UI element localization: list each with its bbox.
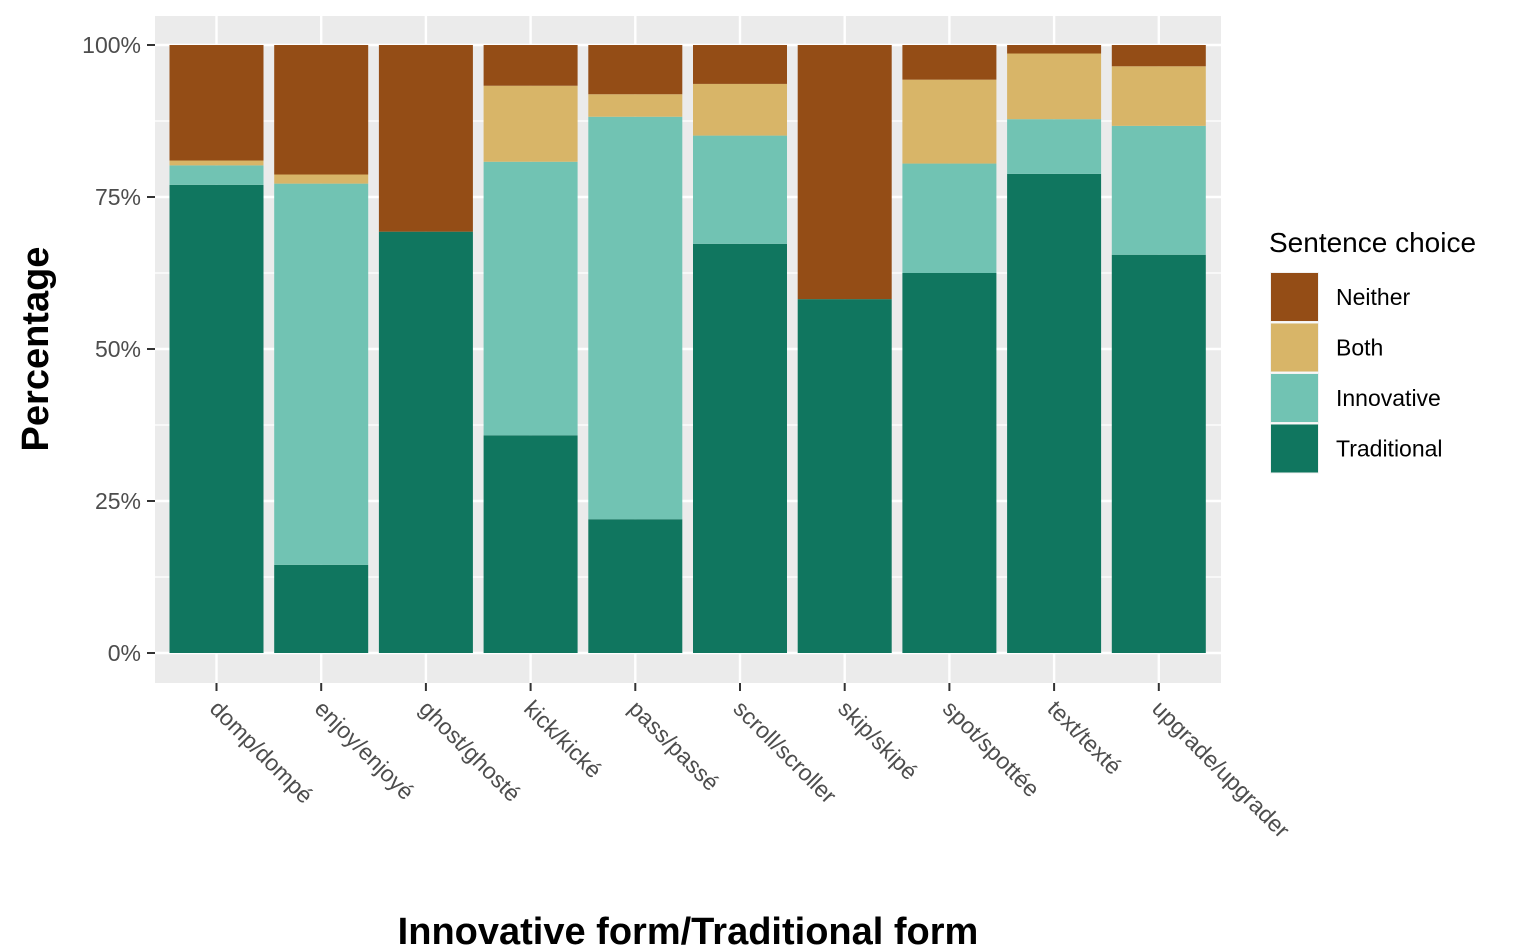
bar-segment-traditional <box>483 435 578 653</box>
bar-segment-both <box>588 94 683 117</box>
x-tick-label: domp/dompé <box>205 695 318 808</box>
bar-segment-both <box>169 160 264 166</box>
bar-segment-both <box>483 85 578 162</box>
x-axis: domp/dompéenjoy/enjoyéghost/ghostékick/k… <box>205 683 1295 843</box>
bar-segment-traditional <box>1007 173 1102 653</box>
bar-segment-neither <box>1007 45 1102 54</box>
bar-segment-innovative <box>274 183 369 565</box>
bar-segment-traditional <box>1111 254 1206 653</box>
bar-segment-traditional <box>588 519 683 653</box>
x-tick-label: text/texté <box>1043 695 1127 779</box>
y-tick-label: 25% <box>95 488 141 514</box>
bar-segment-neither <box>483 45 578 86</box>
bar-segment-neither <box>902 45 997 80</box>
bar-segment-traditional <box>274 564 369 653</box>
legend: Sentence choice Neither Both Innovative Tra… <box>1269 227 1476 474</box>
bar-segment-traditional <box>797 299 892 653</box>
x-tick-label: skip/skipé <box>833 695 923 785</box>
y-tick-label: 0% <box>108 640 141 666</box>
bar-segment-innovative <box>693 135 787 244</box>
legend-swatch-both <box>1271 323 1318 372</box>
bars <box>169 45 1206 654</box>
y-tick-label: 75% <box>95 184 141 210</box>
y-axis-title: Percentage <box>15 247 57 452</box>
x-tick-label: upgrade/upgrader <box>1147 695 1295 843</box>
bar-segment-innovative <box>483 161 578 436</box>
bar-segment-neither <box>169 45 264 161</box>
bar-segment-both <box>1111 66 1206 126</box>
bar-segment-neither <box>797 45 892 300</box>
bar-segment-innovative <box>902 163 997 273</box>
y-tick-label: 50% <box>95 336 141 362</box>
bar-segment-neither <box>1111 45 1206 67</box>
legend-title: Sentence choice <box>1269 227 1476 258</box>
bar-segment-neither <box>378 45 473 232</box>
bar-segment-both <box>902 79 997 164</box>
legend-swatch-traditional <box>1271 424 1318 473</box>
bar-segment-both <box>274 174 369 184</box>
legend-label-innovative: Innovative <box>1336 385 1441 411</box>
bar-segment-both <box>693 83 787 136</box>
bar-segment-neither <box>693 45 787 84</box>
legend-label-neither: Neither <box>1336 284 1410 310</box>
x-axis-title: Innovative form/Traditional form <box>398 911 979 951</box>
bar-segment-neither <box>274 45 369 175</box>
y-axis: 0% 25% 50% 75% 100% <box>82 32 155 666</box>
x-tick-label: ghost/ghosté <box>414 695 526 807</box>
bar-segment-both <box>1007 53 1102 120</box>
legend-label-both: Both <box>1336 335 1383 361</box>
bar-segment-traditional <box>902 273 997 653</box>
bar-segment-traditional <box>693 243 787 654</box>
bar-segment-innovative <box>588 116 683 520</box>
x-tick-label: spot/spottée <box>938 695 1045 802</box>
legend-swatch-neither <box>1271 273 1318 321</box>
bar-segment-innovative <box>1007 119 1102 174</box>
legend-swatch-innovative <box>1271 374 1318 422</box>
y-tick-label: 100% <box>82 32 141 58</box>
x-tick-label: kick/kické <box>519 695 607 783</box>
x-tick-label: pass/passé <box>624 695 725 796</box>
x-tick-label: scroll/scroller <box>728 695 842 809</box>
x-tick-label: enjoy/enjoyé <box>310 695 420 805</box>
bar-segment-traditional <box>378 231 473 653</box>
bar-segment-neither <box>588 45 683 95</box>
legend-label-traditional: Traditional <box>1336 436 1443 462</box>
bar-segment-traditional <box>169 184 264 653</box>
bar-segment-innovative <box>169 165 264 185</box>
bar-segment-innovative <box>1111 125 1206 255</box>
